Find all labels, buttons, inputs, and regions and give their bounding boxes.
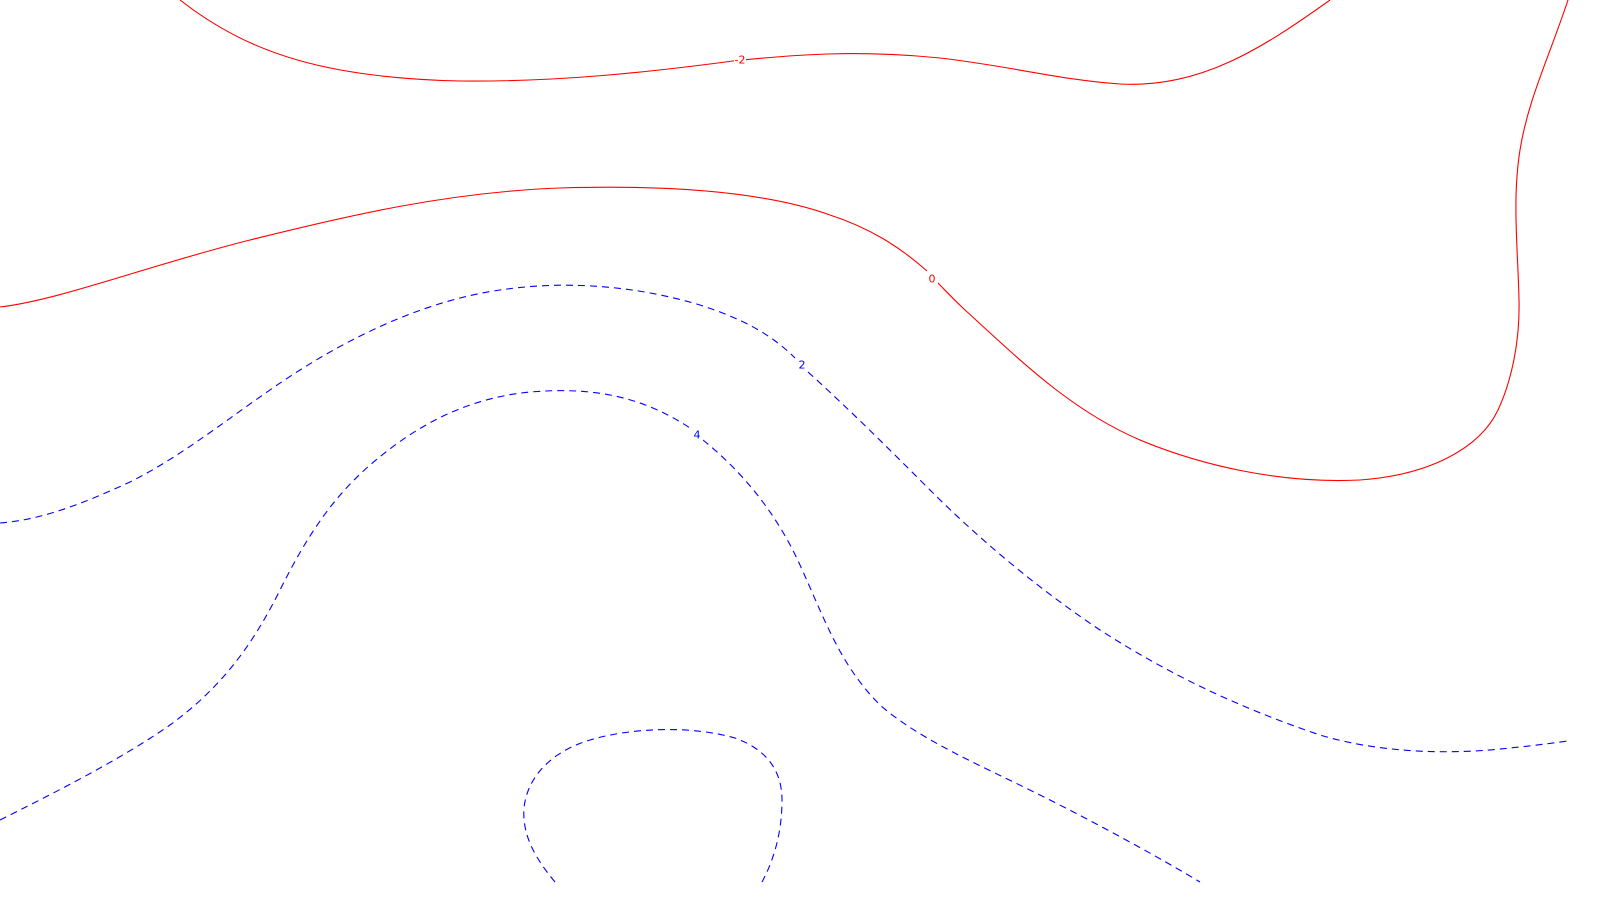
contour-label-0: 0: [929, 273, 936, 286]
contour-line-2: [0, 284, 1569, 753]
contour-line-0: [0, 186, 928, 308]
label-knockout: [734, 54, 746, 66]
label-knockout: [691, 429, 703, 441]
label-knockout: [926, 273, 938, 285]
contour-line-minus-2-main: [179, 0, 1331, 85]
label-knockout: [796, 359, 808, 371]
contour-label-4: 4: [694, 429, 701, 442]
contour-line-minus-2-right: [936, 0, 1569, 482]
contour-label-2: 2: [799, 359, 806, 372]
contour-label-minus-2: -2: [735, 54, 746, 67]
contour-line-4: [0, 390, 1201, 883]
